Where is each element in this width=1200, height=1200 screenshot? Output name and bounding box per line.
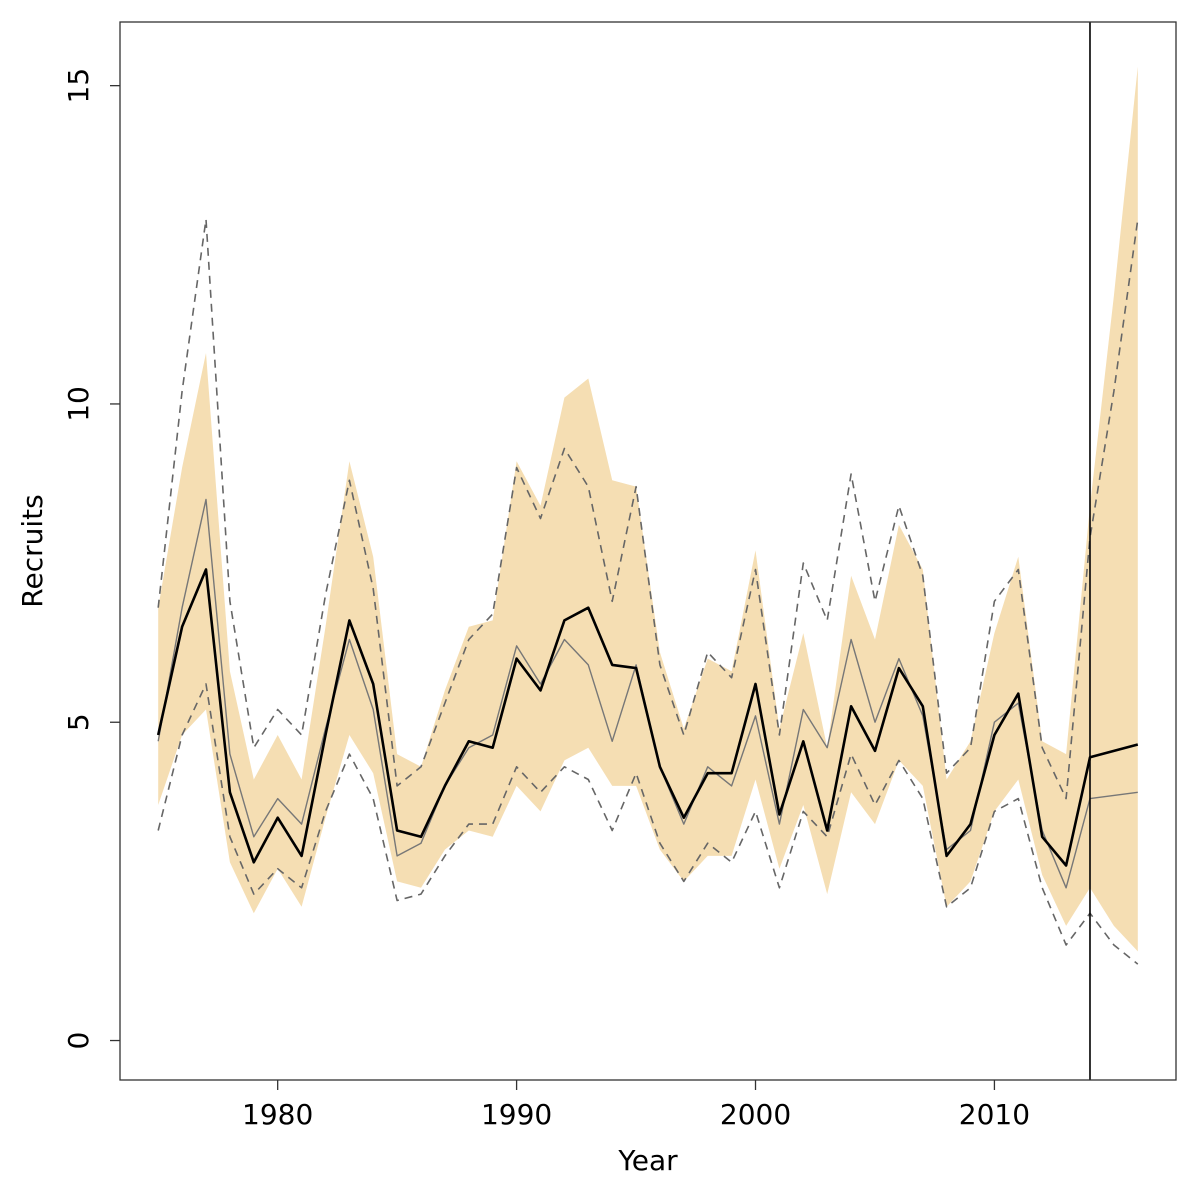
y-axis-title: Recruits bbox=[16, 494, 49, 607]
x-tick-label: 2000 bbox=[720, 1098, 791, 1131]
y-tick-label: 15 bbox=[62, 68, 95, 104]
y-tick-label: 0 bbox=[62, 1032, 95, 1050]
x-tick-label: 1990 bbox=[481, 1098, 552, 1131]
plot-area bbox=[156, 22, 1139, 1080]
x-axis-title: Year bbox=[617, 1144, 678, 1177]
x-tick-label: 1980 bbox=[242, 1098, 313, 1131]
confidence-band bbox=[158, 66, 1138, 952]
axes: 1980 1990 2000 2010 0 5 10 15 bbox=[62, 21, 1177, 1131]
interval-dashed-line-3 bbox=[157, 218, 1139, 800]
y-tick-label: 5 bbox=[62, 713, 95, 731]
plot-frame bbox=[119, 21, 1177, 1081]
interval-dashed-line-2 bbox=[157, 683, 1139, 965]
estimate-line-0 bbox=[156, 568, 1139, 867]
y-tick-label: 10 bbox=[62, 386, 95, 422]
x-tick-label: 2010 bbox=[959, 1098, 1030, 1131]
